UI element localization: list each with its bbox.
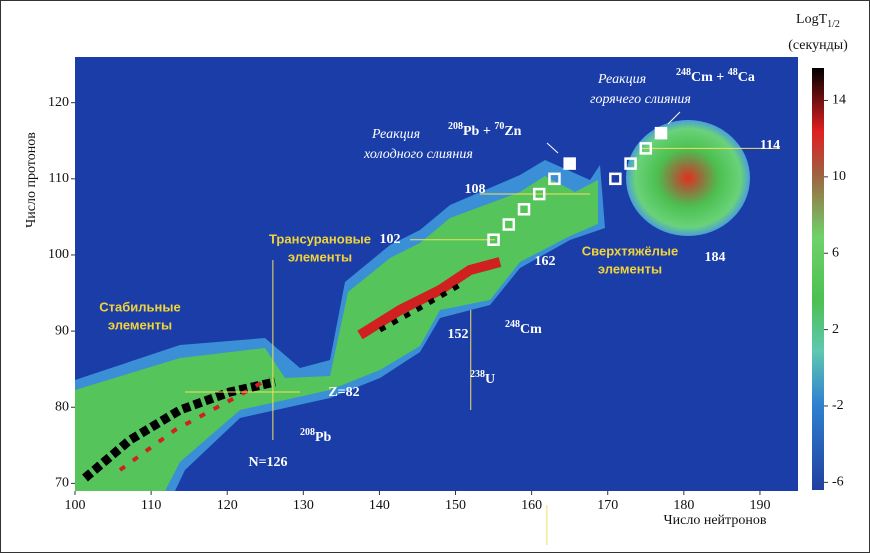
x-tick-label: 140 — [369, 498, 390, 513]
magic-label: Z=82 — [328, 385, 359, 400]
x-tick-label: 100 — [65, 498, 86, 513]
region-label: Стабильные — [99, 299, 180, 314]
isotope-label: 208Pb — [300, 427, 332, 445]
reaction-formula: 248Cm + 48Ca — [676, 67, 755, 85]
magic-label: 102 — [380, 232, 401, 247]
colorbar-title: LogT1/2 — [796, 12, 840, 30]
x-tick-label: 180 — [673, 498, 694, 513]
actinide-red — [357, 257, 502, 340]
mass: 70 — [494, 121, 504, 132]
nuclide-square — [654, 126, 668, 140]
magic-label: 162 — [535, 254, 556, 269]
mass: 208 — [300, 427, 315, 438]
x-tick-label: 190 — [749, 498, 770, 513]
colorbar-tick-label: 6 — [832, 245, 839, 260]
magic-label: 184 — [705, 250, 726, 265]
arrow — [667, 111, 681, 125]
red-cells — [118, 376, 271, 472]
nuclide-square — [532, 187, 546, 201]
el: Zn — [504, 124, 521, 139]
x-tick-label: 170 — [597, 498, 618, 513]
el: Cm + — [691, 70, 728, 85]
nuclide-square — [563, 157, 576, 170]
actinide-black — [378, 282, 462, 333]
y-tick-label: 90 — [55, 323, 69, 338]
symbol: Cm — [520, 322, 542, 337]
isotope-label: 248Cm — [505, 319, 542, 337]
colorbar-tick-label: 10 — [832, 169, 846, 184]
nuclide-square — [609, 172, 622, 186]
nuclide-square — [487, 233, 500, 246]
mass: 208 — [448, 121, 463, 132]
colorbar — [812, 68, 824, 490]
magic-label: 114 — [760, 138, 780, 153]
magic-label: 108 — [465, 182, 486, 197]
colorbar-tick-label: -6 — [832, 475, 844, 490]
colorbar-subtitle: (секунды) — [788, 38, 848, 53]
y-axis-label: Число протонов — [24, 132, 39, 228]
nuclide-square — [548, 172, 561, 186]
colorbar-title-sub: 1/2 — [827, 19, 840, 30]
y-tick-label: 120 — [48, 95, 69, 110]
reaction-formula: 208Pb + 70Zn — [448, 121, 522, 139]
nuclide-square — [639, 142, 653, 155]
x-tick-label: 150 — [445, 498, 466, 513]
x-tick-label: 120 — [217, 498, 238, 513]
x-tick-label: 130 — [293, 498, 314, 513]
nuclide-square — [517, 203, 531, 216]
y-tick-label: 80 — [55, 399, 69, 414]
colorbar-title-main: LogT — [796, 12, 828, 27]
stable-line — [82, 377, 276, 482]
colorbar-tick-label: -2 — [832, 398, 844, 413]
y-tick-label: 100 — [48, 247, 69, 262]
colorbar-tick-label: 2 — [832, 322, 839, 337]
nuclide-band — [75, 176, 598, 491]
magic-label: 152 — [448, 327, 469, 342]
reaction-label: холодного слияния — [363, 147, 473, 162]
arrow — [546, 142, 559, 154]
x-tick-label: 110 — [141, 498, 161, 513]
region-label: элементы — [108, 317, 172, 332]
symbol: Pb — [315, 430, 332, 445]
mass: 238 — [470, 369, 485, 380]
el: Pb + — [463, 124, 494, 139]
isotope-label: 238U — [470, 369, 495, 387]
el: Ca — [738, 70, 755, 85]
magic-label: N=126 — [248, 455, 287, 470]
region-label: Сверхтяжёлые — [582, 243, 678, 258]
mass: 248 — [676, 67, 691, 78]
symbol: U — [485, 372, 495, 387]
colorbar-tick-label: 14 — [832, 93, 846, 108]
x-tick-label: 160 — [521, 498, 542, 513]
region-label: элементы — [598, 261, 662, 276]
region-label: элементы — [288, 249, 352, 264]
mass: 48 — [728, 67, 738, 78]
reaction-label: Реакция — [597, 72, 646, 87]
y-tick-label: 70 — [55, 476, 69, 491]
superheavy-island — [626, 120, 750, 236]
reaction-label: Реакция — [371, 127, 420, 142]
x-axis-label: Число нейтронов — [664, 513, 767, 528]
mass: 248 — [505, 319, 520, 330]
reaction-label: горячего слияния — [590, 92, 691, 107]
region-label: Трансурановые — [269, 231, 371, 246]
y-tick-label: 110 — [49, 171, 69, 186]
nuclide-square — [624, 157, 637, 170]
nuclide-square — [502, 218, 516, 231]
